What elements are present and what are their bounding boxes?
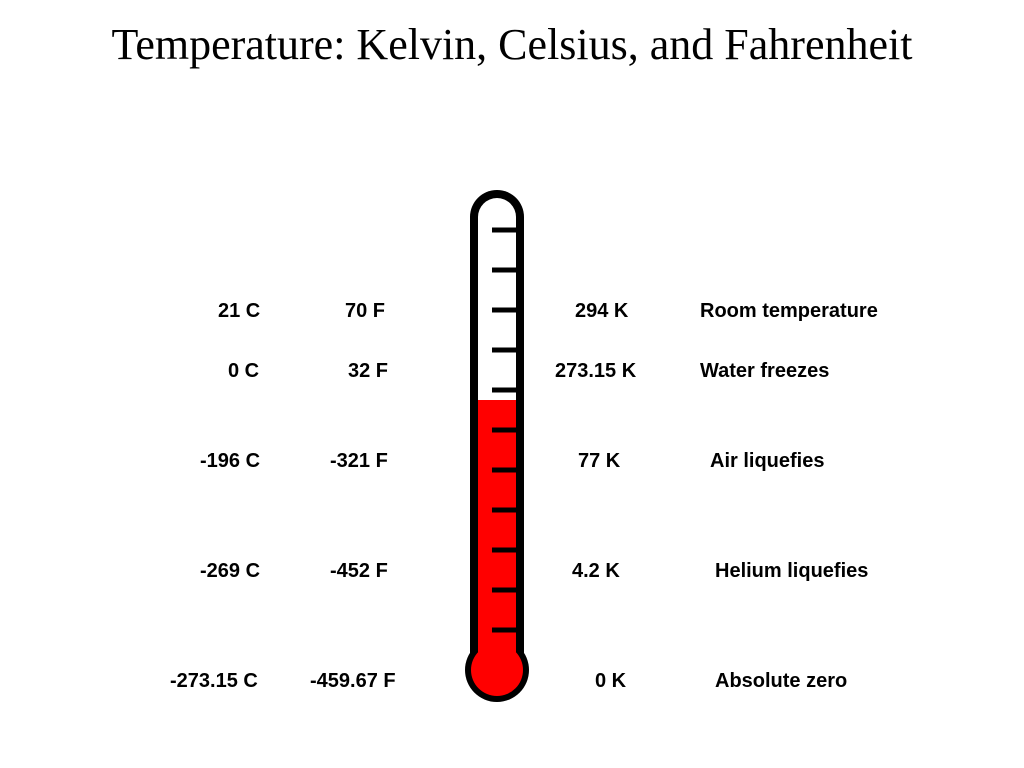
kelvin-value: 77 K bbox=[578, 450, 620, 473]
kelvin-value: 0 K bbox=[595, 670, 626, 693]
celsius-value: 0 C bbox=[228, 360, 259, 383]
description-label: Water freezes bbox=[700, 360, 829, 383]
kelvin-value: 4.2 K bbox=[572, 560, 620, 583]
celsius-value: -273.15 C bbox=[170, 670, 258, 693]
description-label: Absolute zero bbox=[715, 670, 847, 693]
description-label: Helium liquefies bbox=[715, 560, 868, 583]
celsius-value: 21 C bbox=[218, 300, 260, 323]
fahrenheit-value: -321 F bbox=[330, 450, 388, 473]
description-label: Air liquefies bbox=[710, 450, 824, 473]
thermometer-graphic bbox=[0, 0, 1024, 768]
celsius-value: -196 C bbox=[200, 450, 260, 473]
fahrenheit-value: 70 F bbox=[345, 300, 385, 323]
fahrenheit-value: 32 F bbox=[348, 360, 388, 383]
fahrenheit-value: -459.67 F bbox=[310, 670, 396, 693]
kelvin-value: 294 K bbox=[575, 300, 628, 323]
kelvin-value: 273.15 K bbox=[555, 360, 636, 383]
fahrenheit-value: -452 F bbox=[330, 560, 388, 583]
description-label: Room temperature bbox=[700, 300, 878, 323]
celsius-value: -269 C bbox=[200, 560, 260, 583]
bulb-fluid bbox=[471, 644, 523, 696]
fluid-column bbox=[478, 400, 516, 675]
